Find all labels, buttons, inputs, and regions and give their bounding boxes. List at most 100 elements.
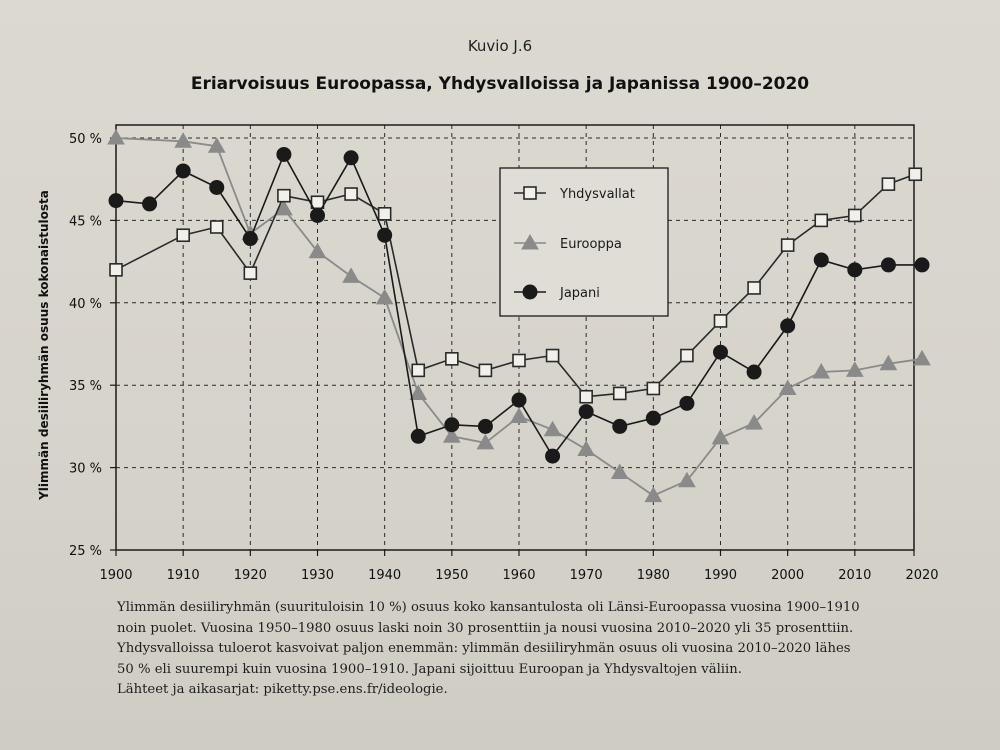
- data-point: [478, 363, 493, 378]
- data-point: [644, 486, 663, 503]
- data-point: [142, 196, 158, 212]
- data-point: [778, 379, 797, 395]
- data-point: [275, 199, 293, 216]
- data-point: [410, 428, 426, 444]
- data-point: [908, 167, 923, 182]
- data-point: [310, 207, 325, 223]
- data-point: [545, 448, 561, 464]
- grid: [116, 125, 914, 550]
- data-point: [409, 384, 428, 400]
- data-point: [780, 238, 795, 252]
- x-tick-label: 2010: [838, 568, 871, 583]
- x-tick-label: 2020: [905, 568, 938, 583]
- data-point: [881, 177, 896, 191]
- x-tick-label: 1940: [368, 568, 401, 583]
- data-point: [375, 288, 394, 305]
- data-point: [646, 381, 661, 396]
- caption-line: Yhdysvalloissa tuloerot kasvoivat paljon…: [117, 641, 851, 656]
- y-tick-label: 50 %: [69, 132, 102, 147]
- data-point: [845, 361, 864, 377]
- figure-label: Kuvio J.6: [467, 37, 533, 55]
- x-tick-label: 1900: [99, 568, 132, 583]
- series-layer: [107, 128, 931, 503]
- data-point: [477, 418, 493, 434]
- series-yhdysvallat: [109, 167, 923, 404]
- data-point: [109, 263, 123, 277]
- data-point: [847, 262, 863, 278]
- caption: Ylimmän desiiliryhmän (suurituloisin 10 …: [117, 598, 977, 701]
- data-point: [545, 348, 560, 363]
- legend: Yhdysvallat Eurooppa Japani: [499, 167, 669, 317]
- x-tick-label: 1990: [704, 568, 737, 583]
- legend-marker: [523, 186, 537, 200]
- data-point: [243, 266, 258, 280]
- data-point: [377, 227, 393, 243]
- x-tick-label: 1920: [234, 568, 267, 583]
- caption-line: 50 % eli suurempi kuin vuosina 1900–1910…: [117, 661, 742, 677]
- data-point: [543, 420, 562, 437]
- x-tick-label: 1930: [301, 568, 334, 583]
- data-point: [880, 257, 896, 273]
- data-point: [343, 150, 359, 166]
- data-point: [175, 163, 191, 179]
- data-point: [612, 386, 627, 401]
- data-point: [812, 363, 831, 379]
- data-point: [746, 364, 762, 380]
- data-point: [577, 440, 596, 456]
- y-axis-label: Ylimmän desiiliryhmän osuus kokonaistulo…: [37, 190, 51, 501]
- x-tick-label: 1910: [167, 568, 200, 583]
- x-tick-label: 1980: [637, 568, 670, 583]
- legend-label: Japani: [559, 286, 600, 301]
- data-point: [813, 252, 829, 268]
- data-point: [713, 344, 728, 360]
- data-point: [209, 179, 225, 195]
- data-point: [713, 314, 728, 328]
- y-tick-label: 35 %: [69, 379, 102, 394]
- caption-line: Ylimmän desiiliryhmän (suurituloisin 10 …: [117, 600, 860, 615]
- plot-frame: [115, 124, 915, 551]
- data-point: [510, 407, 528, 424]
- data-point: [914, 257, 930, 273]
- data-point: [476, 433, 495, 450]
- data-point: [512, 353, 526, 368]
- chart-title: Eriarvoisuus Euroopassa, Yhdysvalloissa …: [190, 74, 810, 94]
- legend-marker: [521, 233, 539, 250]
- data-point: [442, 427, 461, 443]
- data-point: [780, 318, 796, 334]
- data-point: [107, 128, 125, 145]
- data-point: [176, 228, 190, 243]
- data-point: [444, 417, 460, 433]
- axes: 1900 1910 1920 1930 1940 1950 1960 1970 1980 1990…: [69, 132, 939, 583]
- data-point: [579, 389, 593, 404]
- data-point: [344, 187, 358, 201]
- data-point: [678, 471, 696, 488]
- data-point: [342, 267, 360, 283]
- data-point: [645, 410, 661, 426]
- x-tick-label: 2000: [771, 568, 804, 583]
- data-point: [108, 193, 124, 209]
- data-point: [242, 231, 258, 247]
- data-point: [174, 132, 193, 148]
- series-japani: [108, 146, 930, 464]
- y-tick-label: 40 %: [69, 297, 102, 312]
- data-point: [745, 414, 763, 430]
- data-point: [612, 418, 628, 434]
- caption-source: Lähteet ja aikasarjat: piketty.pse.ens.f…: [117, 682, 448, 697]
- legend-marker: [522, 284, 538, 300]
- data-point: [209, 220, 224, 234]
- legend-label: Eurooppa: [560, 237, 622, 252]
- data-point: [445, 352, 459, 366]
- data-point: [511, 392, 527, 408]
- data-point: [610, 463, 629, 480]
- data-point: [578, 404, 594, 420]
- y-tick-label: 30 %: [69, 462, 102, 477]
- x-tick-label: 1960: [502, 568, 535, 583]
- data-point: [711, 428, 730, 445]
- x-tick-label: 1970: [570, 568, 603, 583]
- data-point: [848, 208, 862, 223]
- legend-label: Yhdysvallat: [559, 187, 635, 202]
- data-point: [879, 354, 898, 371]
- x-tick-label: 1950: [435, 568, 468, 583]
